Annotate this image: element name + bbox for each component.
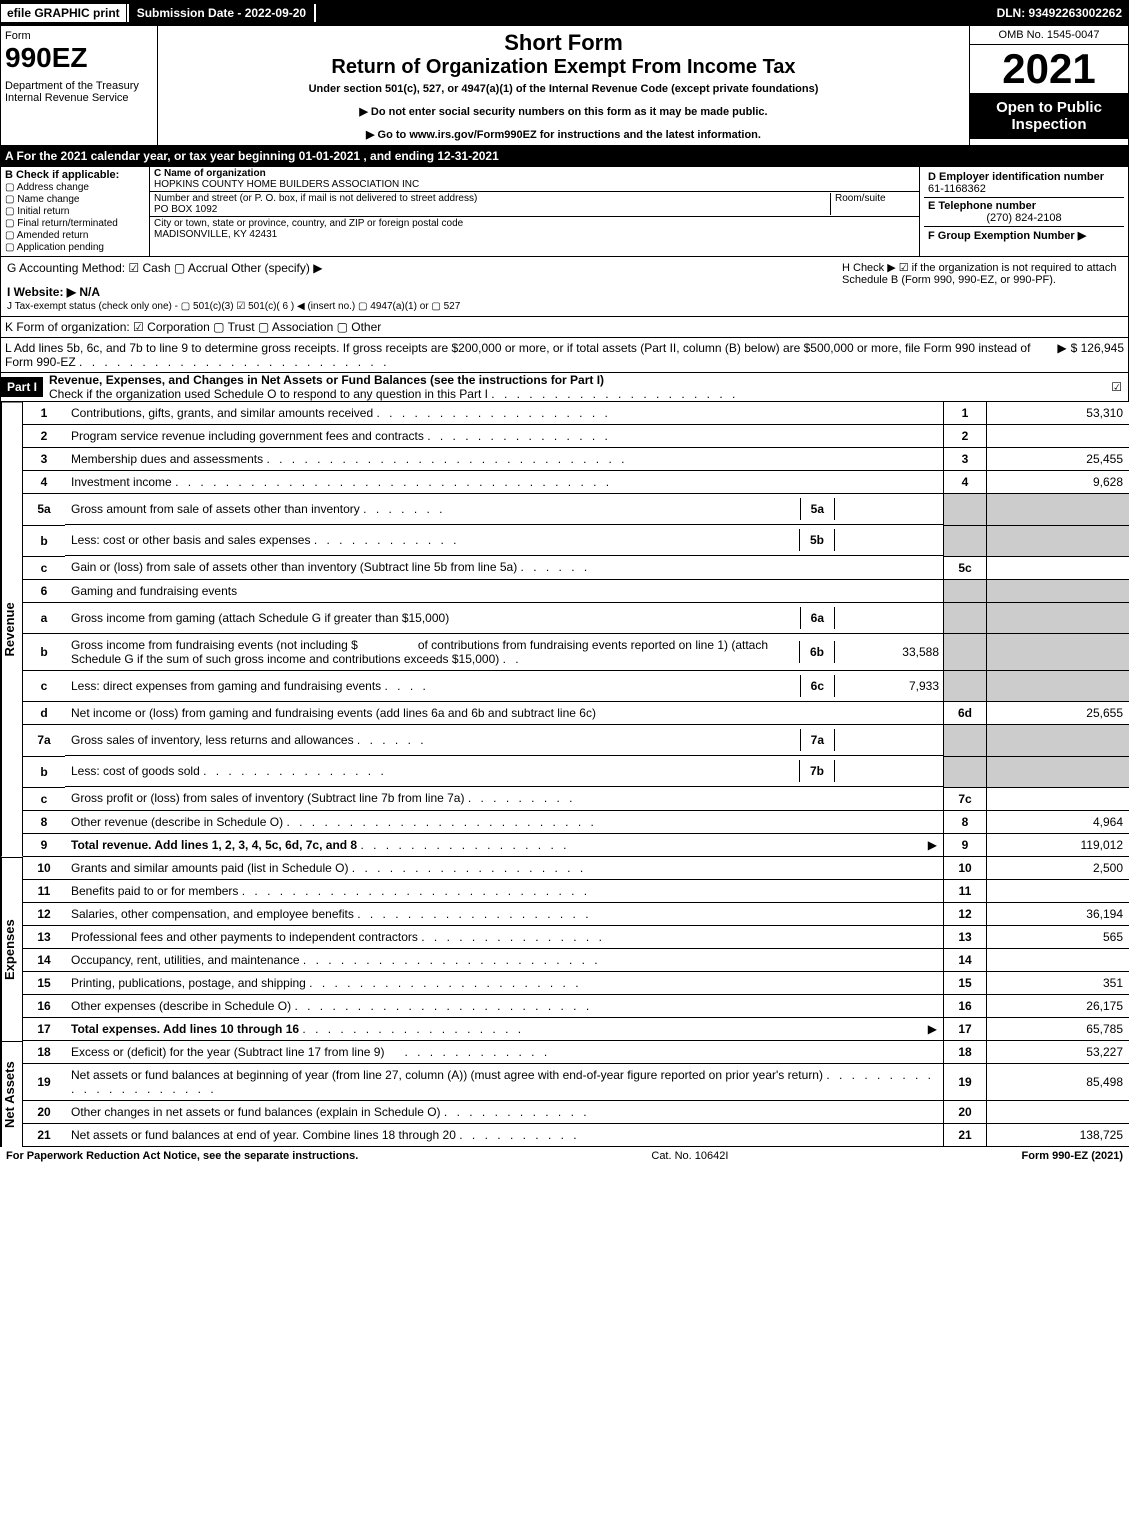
chk-initial-return[interactable]: ▢ Initial return — [5, 206, 145, 217]
line-19-amt: 85,498 — [987, 1063, 1129, 1100]
goto-note: ▶ Go to www.irs.gov/Form990EZ for instru… — [162, 128, 965, 141]
line-12-amt: 36,194 — [987, 902, 1129, 925]
revenue-section: Revenue 1Contributions, gifts, grants, a… — [0, 402, 1129, 857]
row-H: H Check ▶ ☑ if the organization is not r… — [836, 257, 1128, 316]
irs-link[interactable]: ▶ Go to www.irs.gov/Form990EZ for instru… — [366, 129, 761, 141]
form-header: Form 990EZ Department of the Treasury In… — [0, 26, 1129, 146]
line-18-amt: 53,227 — [987, 1041, 1129, 1064]
line-13-amt: 565 — [987, 925, 1129, 948]
short-form-title: Short Form — [162, 30, 965, 56]
netassets-label: Net Assets — [1, 1041, 23, 1147]
expenses-label: Expenses — [1, 857, 23, 1041]
expenses-table: 10Grants and similar amounts paid (list … — [23, 857, 1129, 1041]
footer: For Paperwork Reduction Act Notice, see … — [0, 1147, 1129, 1165]
block-BCDEF: B Check if applicable: ▢ Address change … — [0, 167, 1129, 257]
B-label: B Check if applicable: — [5, 169, 119, 181]
header-center: Short Form Return of Organization Exempt… — [158, 26, 969, 145]
row-K: K Form of organization: ☑ Corporation ▢ … — [0, 317, 1129, 338]
line-6b-amt: 33,588 — [835, 641, 943, 663]
phone: (270) 824-2108 — [928, 212, 1120, 224]
section-E: E Telephone number(270) 824-2108 — [924, 198, 1124, 227]
street: PO BOX 1092 — [154, 204, 217, 215]
chk-name-change[interactable]: ▢ Name change — [5, 194, 145, 205]
arrow-icon: ▶ — [928, 838, 937, 852]
org-name: HOPKINS COUNTY HOME BUILDERS ASSOCIATION… — [154, 179, 419, 190]
open-inspection: Open to Public Inspection — [970, 93, 1128, 139]
line-21-amt: 138,725 — [987, 1123, 1129, 1146]
revenue-table: 1Contributions, gifts, grants, and simil… — [23, 402, 1129, 857]
part-1-title: Revenue, Expenses, and Changes in Net As… — [43, 373, 738, 401]
part-1-header: Part I Revenue, Expenses, and Changes in… — [0, 373, 1129, 402]
form-label: Form — [5, 30, 153, 42]
section-F: F Group Exemption Number ▶ — [924, 227, 1124, 244]
line-17-amt: 65,785 — [987, 1017, 1129, 1040]
city-label: City or town, state or province, country… — [154, 218, 463, 229]
row-A: A For the 2021 calendar year, or tax yea… — [0, 146, 1129, 167]
header-left: Form 990EZ Department of the Treasury In… — [1, 26, 158, 145]
arrow-icon: ▶ — [928, 1022, 937, 1036]
row-J: J Tax-exempt status (check only one) - ▢… — [7, 301, 830, 312]
top-bar: efile GRAPHIC print Submission Date - 20… — [0, 0, 1129, 26]
efile-print[interactable]: efile GRAPHIC print — [1, 4, 127, 22]
chk-amended-return[interactable]: ▢ Amended return — [5, 230, 145, 241]
part-1-label: Part I — [1, 377, 43, 397]
C-label: C Name of organization — [154, 168, 266, 179]
line-10-amt: 2,500 — [987, 857, 1129, 880]
chk-application-pending[interactable]: ▢ Application pending — [5, 242, 145, 253]
omb-number: OMB No. 1545-0047 — [970, 26, 1128, 45]
section-DEF: D Employer identification number61-11683… — [919, 167, 1128, 256]
department: Department of the Treasury Internal Reve… — [5, 80, 153, 104]
return-title: Return of Organization Exempt From Incom… — [162, 56, 965, 79]
line-16-amt: 26,175 — [987, 994, 1129, 1017]
row-I: I Website: ▶ N/A — [7, 285, 830, 299]
under-section: Under section 501(c), 527, or 4947(a)(1)… — [162, 83, 965, 95]
ein: 61-1168362 — [928, 183, 986, 195]
chk-final-return[interactable]: ▢ Final return/terminated — [5, 218, 145, 229]
form-number: 990EZ — [5, 42, 153, 74]
line-9-amt: 119,012 — [987, 833, 1129, 856]
line-15-amt: 351 — [987, 971, 1129, 994]
header-right: OMB No. 1545-0047 2021 Open to Public In… — [969, 26, 1128, 145]
gross-receipts: $ 126,945 — [1071, 341, 1124, 369]
line-2-amt — [987, 425, 1129, 448]
section-C: C Name of organizationHOPKINS COUNTY HOM… — [150, 167, 919, 256]
pra-notice: For Paperwork Reduction Act Notice, see … — [6, 1150, 358, 1162]
line-6d-amt: 25,655 — [987, 702, 1129, 725]
arrow-icon: ▶ — [1057, 341, 1066, 369]
dln: DLN: 93492263002262 — [991, 4, 1128, 22]
line-1-amt: 53,310 — [987, 402, 1129, 425]
section-D: D Employer identification number61-11683… — [924, 169, 1124, 198]
netassets-table: 18Excess or (deficit) for the year (Subt… — [23, 1041, 1129, 1147]
row-G: G Accounting Method: ☑ Cash ▢ Accrual Ot… — [7, 261, 830, 275]
netassets-section: Net Assets 18Excess or (deficit) for the… — [0, 1041, 1129, 1147]
row-L: L Add lines 5b, 6c, and 7b to line 9 to … — [0, 338, 1129, 373]
line-8-amt: 4,964 — [987, 810, 1129, 833]
room-suite: Room/suite — [830, 193, 915, 215]
tax-year: 2021 — [970, 45, 1128, 93]
line-3-amt: 25,455 — [987, 448, 1129, 471]
cat-no: Cat. No. 10642I — [651, 1150, 728, 1162]
form-ref: Form 990-EZ (2021) — [1022, 1150, 1123, 1162]
ssn-note: ▶ Do not enter social security numbers o… — [162, 105, 965, 118]
line-6c-amt: 7,933 — [835, 675, 943, 697]
submission-date: Submission Date - 2022-09-20 — [127, 4, 316, 22]
city: MADISONVILLE, KY 42431 — [154, 229, 277, 240]
expenses-section: Expenses 10Grants and similar amounts pa… — [0, 857, 1129, 1041]
chk-address-change[interactable]: ▢ Address change — [5, 182, 145, 193]
street-label: Number and street (or P. O. box, if mail… — [154, 193, 477, 204]
part-1-checkbox[interactable]: ☑ — [1111, 380, 1128, 394]
section-B: B Check if applicable: ▢ Address change … — [1, 167, 150, 256]
revenue-label: Revenue — [1, 402, 23, 857]
line-4-amt: 9,628 — [987, 471, 1129, 494]
